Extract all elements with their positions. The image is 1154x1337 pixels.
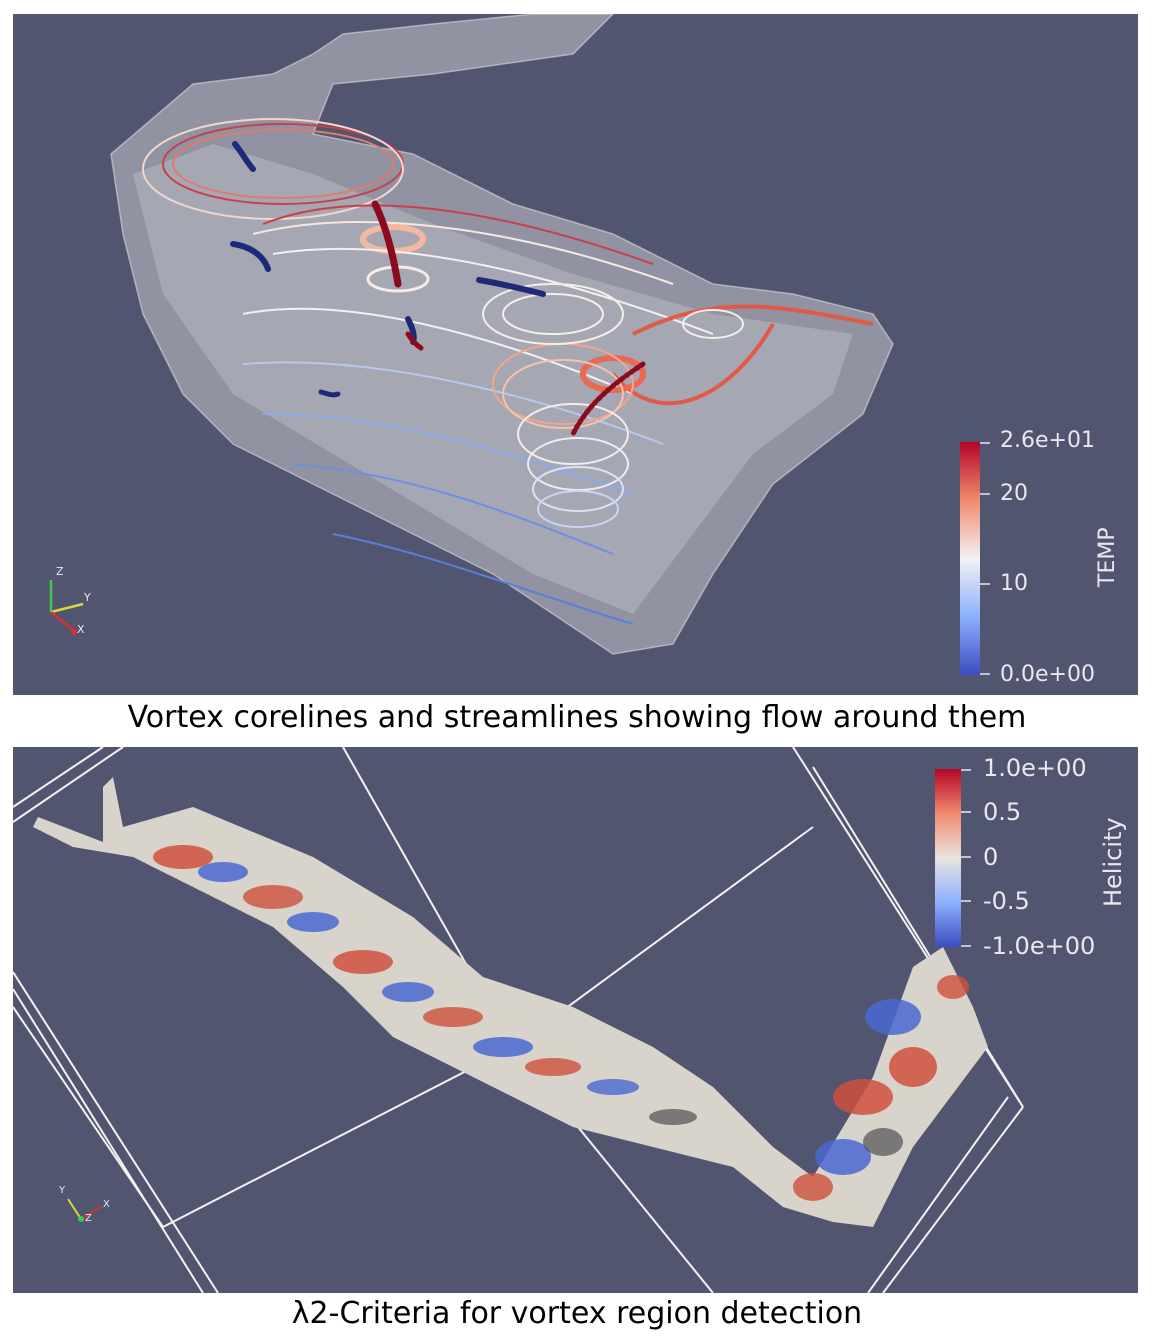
- vortex-corelines: [230, 141, 646, 437]
- temp-tick-min: 0.0e+00: [1000, 662, 1095, 687]
- temp-colorbar-ticks: [980, 442, 990, 675]
- helicity-tick-min: -1.0e+00: [983, 932, 1096, 960]
- helicity-colorbar-ticks: [961, 769, 971, 947]
- temp-colorbar: [960, 442, 980, 675]
- axis-z-label: Z: [56, 565, 64, 578]
- axis-y-label: Y: [84, 591, 91, 604]
- temp-tick-20: 20: [1000, 481, 1028, 506]
- vortex-scene: [49, 14, 990, 675]
- temp-visualization-panel: 2.6e+01 20 10 0.0e+00 TEMP Z Y X: [13, 14, 1138, 695]
- axis-z-label-bottom: Z: [85, 1213, 92, 1224]
- caption-bottom: λ2-Criteria for vortex region detection: [291, 1296, 863, 1331]
- axes-triad-bottom: [67, 1198, 102, 1222]
- helicity-colorbar: [935, 769, 961, 947]
- helicity-tick-0: 0: [983, 843, 999, 871]
- lambda2-scene: [13, 747, 1024, 1293]
- helicity-tick-0-5: 0.5: [983, 798, 1022, 826]
- temp-colorbar-title: TEMP: [1095, 527, 1120, 587]
- axis-x-label-bottom: X: [103, 1199, 110, 1210]
- caption-top: Vortex corelines and streamlines showing…: [127, 700, 1027, 735]
- temp-tick-10: 10: [1000, 571, 1028, 596]
- helicity-colorbar-title: Helicity: [1099, 817, 1127, 907]
- axes-triad-top: [49, 580, 84, 635]
- helicity-visualization-panel: 1.0e+00 0.5 0 -0.5 -1.0e+00 Helicity Y Z…: [13, 747, 1138, 1293]
- streamlines: [142, 118, 874, 625]
- helicity-patches: [153, 845, 969, 1201]
- helicity-tick-max: 1.0e+00: [983, 754, 1087, 782]
- axis-x-label: X: [77, 623, 85, 636]
- helicity-tick-neg-0-5: -0.5: [983, 887, 1030, 915]
- axis-y-label-bottom: Y: [59, 1185, 66, 1196]
- temp-tick-max: 2.6e+01: [1000, 428, 1095, 453]
